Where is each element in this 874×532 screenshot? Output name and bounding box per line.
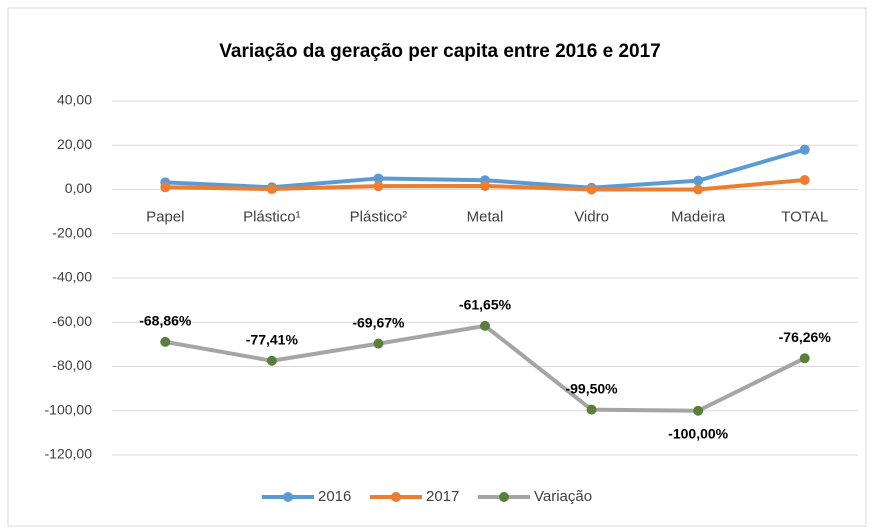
x-tick-label: Plástico² — [350, 208, 408, 225]
y-tick-label: -120,00 — [45, 446, 93, 462]
data-label: -69,67% — [352, 314, 405, 330]
legend-label: Variação — [534, 488, 592, 505]
marker — [799, 144, 810, 155]
y-tick-label: -80,00 — [52, 357, 92, 373]
marker — [693, 175, 704, 186]
data-label: -61,65% — [459, 297, 512, 313]
chart-frame — [7, 7, 867, 527]
chart-title: Variação da geração per capita entre 201… — [219, 41, 661, 62]
marker — [586, 184, 597, 195]
y-tick-label: 40,00 — [57, 92, 92, 108]
marker — [160, 182, 171, 193]
marker — [373, 173, 384, 184]
y-tick-label: -100,00 — [45, 401, 93, 417]
legend-label: 2016 — [318, 488, 351, 505]
data-label: -99,50% — [565, 380, 618, 396]
marker — [693, 405, 704, 416]
y-tick-label: 20,00 — [57, 136, 92, 152]
marker — [799, 174, 810, 185]
marker — [373, 181, 384, 192]
marker — [266, 355, 277, 366]
legend-marker — [499, 492, 509, 502]
y-tick-label: -40,00 — [52, 269, 92, 285]
x-tick-label: Metal — [467, 208, 504, 225]
x-tick-label: TOTAL — [781, 208, 828, 225]
marker — [160, 336, 171, 347]
data-label: -68,86% — [139, 313, 192, 329]
legend-marker — [283, 492, 293, 502]
data-label: -100,00% — [668, 425, 728, 441]
data-label: -76,26% — [779, 329, 832, 345]
marker — [586, 404, 597, 415]
y-tick-label: -20,00 — [52, 224, 92, 240]
data-label: -77,41% — [246, 331, 299, 347]
x-tick-label: Plástico¹ — [243, 208, 301, 225]
legend-label: 2017 — [426, 488, 459, 505]
y-tick-label: -60,00 — [52, 313, 92, 329]
x-tick-label: Vidro — [574, 208, 609, 225]
x-tick-label: Madeira — [671, 208, 726, 225]
marker — [266, 184, 277, 195]
marker — [480, 180, 490, 191]
y-tick-label: 0,00 — [65, 180, 92, 196]
legend-marker — [391, 492, 401, 502]
marker — [693, 184, 704, 195]
marker — [480, 320, 490, 331]
x-tick-label: Papel — [146, 208, 184, 225]
marker — [373, 338, 384, 349]
marker — [799, 353, 810, 364]
